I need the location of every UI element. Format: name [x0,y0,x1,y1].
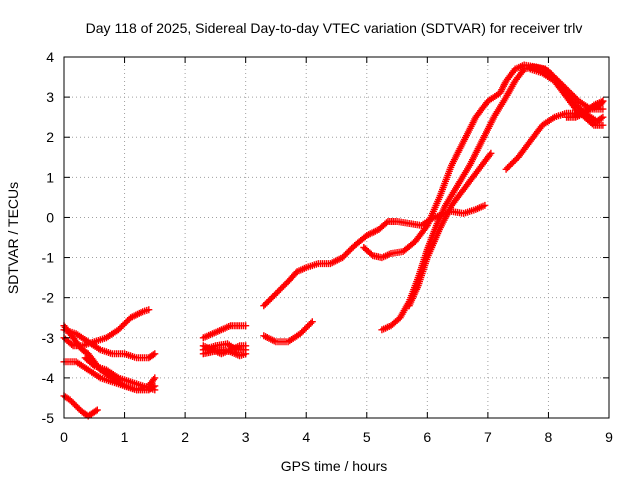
x-tick-label: 8 [545,429,553,445]
data-point [588,120,596,128]
data-point [151,386,159,394]
data-point [302,324,310,332]
data-point [272,290,280,298]
data-point [93,406,101,414]
y-axis-label: SDTVAR / TECUs [5,182,21,294]
data-point [487,149,495,157]
plot-frame [63,56,610,419]
y-tick-label: 0 [46,209,54,225]
series-arc-2 [60,306,153,350]
series-arc-10 [199,340,250,354]
data-point [149,351,157,359]
series-arc-6 [60,392,101,420]
data-point [599,113,607,121]
chart-title: Day 118 of 2025, Sidereal Day-to-day VTE… [86,20,583,36]
data-point [242,346,250,354]
data-point [150,376,158,383]
data-point [597,114,605,122]
y-axis: -5 -4 -3 -2 -1 0 1 2 3 4 [42,49,609,426]
series-arc-12 [260,318,316,346]
data-point [68,341,76,348]
x-tick-label: 1 [121,429,129,445]
y-tick-label: -5 [42,410,55,426]
y-tick-label: 2 [46,129,54,145]
x-axis-label: GPS time / hours [281,458,388,474]
x-axis: 0 1 2 3 4 5 6 7 8 9 [60,57,613,445]
x-tick-label: 9 [605,429,613,445]
series-arc-18 [563,97,607,121]
x-tick-label: 0 [60,429,68,445]
x-tick-label: 3 [242,429,250,445]
data-point [151,350,159,358]
y-tick-label: -1 [42,250,55,266]
data-point [599,105,607,113]
data-point [422,223,430,231]
series-arc-15 [405,149,495,310]
series-arc-7 [199,322,250,342]
y-tick-label: -3 [42,330,55,346]
data-point [151,374,159,382]
x-tick-label: 7 [484,429,492,445]
y-tick-label: -4 [42,370,55,386]
data-point [599,97,607,105]
data-point [242,322,250,330]
data-point [307,319,315,327]
y-tick-label: 4 [46,49,54,65]
y-tick-label: 1 [46,169,54,185]
data-point [308,318,316,326]
series-arc-5 [81,354,159,394]
data-point [486,151,494,159]
x-tick-label: 5 [363,429,371,445]
x-tick-label: 2 [181,429,189,445]
x-tick-label: 4 [302,429,310,445]
y-tick-label: 3 [46,89,54,105]
data-point [145,306,153,314]
data-point [599,121,607,129]
x-tick-label: 6 [423,429,431,445]
series-arc-17 [526,65,607,129]
data-layer [60,61,607,420]
data-point [92,407,100,415]
data-point [481,201,489,209]
grid [64,57,609,418]
y-tick-label: -2 [42,290,55,306]
data-point [383,219,390,227]
